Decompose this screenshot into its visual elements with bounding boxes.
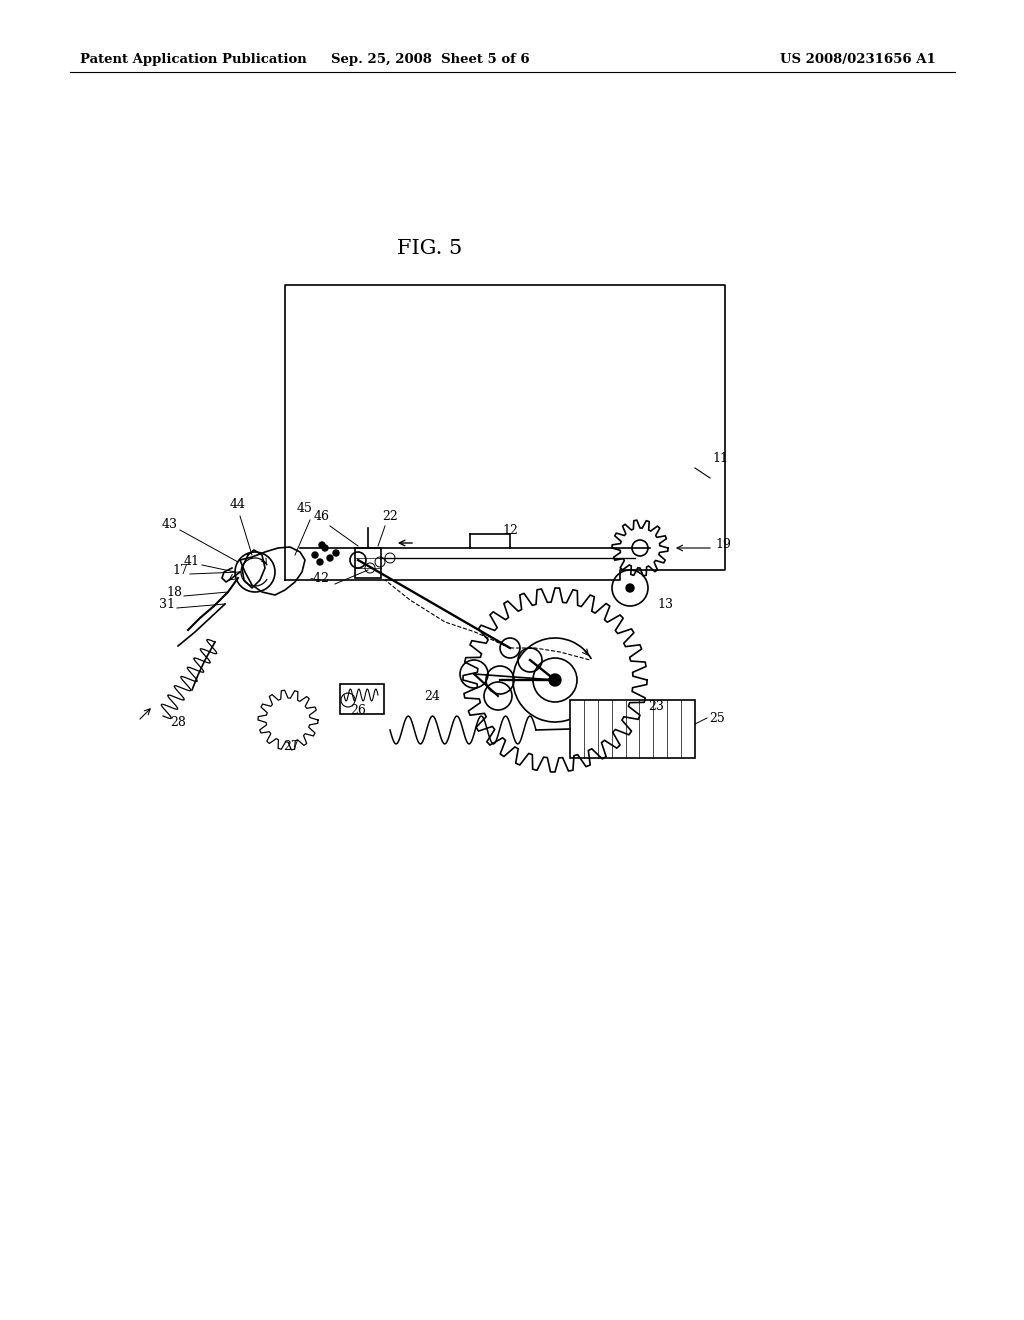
- Text: 18: 18: [166, 586, 182, 599]
- Circle shape: [327, 554, 333, 561]
- Text: 13: 13: [657, 598, 673, 611]
- Text: FIG. 5: FIG. 5: [397, 239, 463, 257]
- Text: 27: 27: [283, 741, 299, 752]
- Text: 22: 22: [382, 510, 398, 523]
- Text: 17: 17: [172, 564, 188, 577]
- Circle shape: [322, 545, 328, 550]
- Text: Patent Application Publication: Patent Application Publication: [80, 54, 307, 66]
- Text: US 2008/0231656 A1: US 2008/0231656 A1: [780, 54, 936, 66]
- Text: 45: 45: [297, 502, 313, 515]
- Text: 19: 19: [715, 539, 731, 550]
- Text: 11: 11: [712, 451, 728, 465]
- Bar: [355, 548, 381, 578]
- Bar: [570, 700, 695, 758]
- Text: -42: -42: [310, 572, 330, 585]
- Circle shape: [333, 550, 339, 556]
- Bar: [340, 684, 384, 714]
- Text: Sep. 25, 2008  Sheet 5 of 6: Sep. 25, 2008 Sheet 5 of 6: [331, 54, 529, 66]
- Text: 46: 46: [314, 510, 330, 523]
- Circle shape: [549, 675, 561, 686]
- Text: 23: 23: [648, 700, 664, 713]
- Text: 31: 31: [159, 598, 175, 611]
- Text: 25: 25: [709, 711, 725, 725]
- Text: 26: 26: [350, 704, 366, 717]
- Text: 44: 44: [230, 498, 246, 511]
- Text: 12: 12: [502, 524, 518, 536]
- Text: 41: 41: [184, 554, 200, 568]
- Circle shape: [312, 552, 318, 558]
- Circle shape: [626, 583, 634, 591]
- Text: 24: 24: [424, 690, 440, 704]
- Text: 43: 43: [162, 517, 178, 531]
- Circle shape: [317, 558, 323, 565]
- Text: 28: 28: [170, 715, 186, 729]
- Circle shape: [319, 543, 325, 548]
